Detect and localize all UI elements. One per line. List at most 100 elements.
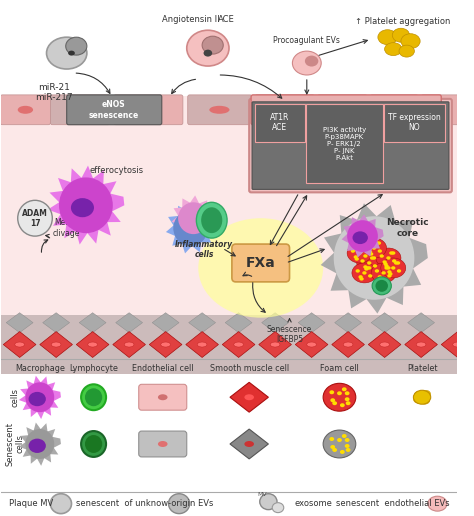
Ellipse shape — [28, 439, 46, 453]
Ellipse shape — [355, 257, 359, 261]
Ellipse shape — [332, 401, 337, 405]
Text: Endothelial cell: Endothelial cell — [132, 364, 193, 374]
Ellipse shape — [245, 441, 254, 447]
Ellipse shape — [345, 391, 349, 395]
Polygon shape — [295, 332, 328, 358]
Ellipse shape — [413, 395, 423, 403]
Text: MV: MV — [258, 492, 267, 497]
Ellipse shape — [168, 494, 190, 513]
Ellipse shape — [383, 260, 387, 264]
Ellipse shape — [372, 246, 376, 250]
FancyBboxPatch shape — [139, 384, 187, 410]
Ellipse shape — [335, 106, 350, 114]
Text: Senescent
cells: Senescent cells — [5, 422, 25, 466]
FancyBboxPatch shape — [255, 95, 314, 125]
Ellipse shape — [334, 216, 414, 300]
Polygon shape — [230, 429, 268, 459]
Ellipse shape — [380, 254, 384, 258]
Ellipse shape — [354, 255, 358, 259]
Text: TF expression
NO: TF expression NO — [388, 113, 441, 133]
Ellipse shape — [260, 494, 277, 510]
Ellipse shape — [362, 271, 366, 275]
Ellipse shape — [26, 382, 54, 412]
Ellipse shape — [81, 384, 106, 410]
Ellipse shape — [380, 342, 390, 347]
Ellipse shape — [330, 445, 335, 449]
Ellipse shape — [203, 50, 212, 57]
Polygon shape — [3, 332, 36, 358]
Ellipse shape — [388, 272, 392, 276]
FancyBboxPatch shape — [252, 102, 449, 189]
Ellipse shape — [85, 435, 102, 453]
Ellipse shape — [340, 403, 345, 407]
Ellipse shape — [375, 269, 379, 272]
Ellipse shape — [396, 261, 400, 265]
FancyBboxPatch shape — [370, 95, 418, 125]
Ellipse shape — [234, 342, 244, 347]
Ellipse shape — [372, 256, 376, 260]
Ellipse shape — [416, 342, 426, 347]
Text: Foam cell: Foam cell — [320, 364, 359, 374]
Ellipse shape — [359, 277, 364, 281]
Ellipse shape — [378, 30, 397, 45]
Ellipse shape — [362, 238, 386, 258]
Ellipse shape — [158, 394, 167, 400]
Polygon shape — [79, 313, 106, 333]
Ellipse shape — [342, 388, 346, 391]
Polygon shape — [186, 332, 219, 358]
Ellipse shape — [178, 202, 209, 234]
FancyBboxPatch shape — [1, 96, 456, 340]
Text: PI3K activity
P-p38MAPK
P- ERK1/2
P- JNK
P-Akt: PI3K activity P-p38MAPK P- ERK1/2 P- JNK… — [323, 126, 366, 160]
Ellipse shape — [367, 261, 372, 265]
Ellipse shape — [305, 56, 319, 67]
Ellipse shape — [137, 106, 159, 114]
Polygon shape — [40, 332, 73, 358]
Ellipse shape — [399, 45, 414, 57]
Ellipse shape — [26, 429, 54, 459]
Ellipse shape — [414, 391, 424, 399]
Ellipse shape — [210, 106, 229, 114]
FancyBboxPatch shape — [114, 95, 183, 125]
Ellipse shape — [346, 401, 350, 405]
Ellipse shape — [347, 243, 372, 263]
Ellipse shape — [376, 248, 401, 268]
Ellipse shape — [198, 218, 323, 318]
Polygon shape — [149, 332, 182, 358]
Ellipse shape — [173, 210, 208, 246]
Ellipse shape — [50, 494, 72, 513]
Text: ADAM
17: ADAM 17 — [22, 208, 48, 228]
Ellipse shape — [357, 251, 362, 255]
Text: Macrophage: Macrophage — [15, 364, 65, 374]
Text: ↑ Platelet aggregation: ↑ Platelet aggregation — [355, 18, 451, 26]
Polygon shape — [335, 313, 362, 333]
Polygon shape — [172, 196, 216, 240]
Ellipse shape — [386, 266, 391, 270]
Text: Smooth muscle cell: Smooth muscle cell — [210, 364, 289, 374]
FancyBboxPatch shape — [188, 95, 252, 125]
Ellipse shape — [382, 271, 386, 275]
FancyBboxPatch shape — [50, 95, 110, 125]
Polygon shape — [262, 313, 289, 333]
Ellipse shape — [384, 264, 389, 268]
FancyBboxPatch shape — [255, 104, 305, 141]
FancyBboxPatch shape — [67, 95, 162, 125]
Ellipse shape — [197, 342, 207, 347]
Polygon shape — [48, 166, 124, 245]
Ellipse shape — [360, 259, 365, 263]
Ellipse shape — [346, 448, 350, 452]
Text: senescent  endothelial EVs: senescent endothelial EVs — [336, 499, 449, 508]
Polygon shape — [189, 313, 216, 333]
Text: FXa: FXa — [246, 256, 275, 270]
Ellipse shape — [372, 277, 392, 295]
Ellipse shape — [275, 106, 294, 114]
Ellipse shape — [196, 202, 227, 238]
Text: Plaque MV: Plaque MV — [9, 499, 53, 508]
Text: cells: cells — [10, 388, 19, 407]
Ellipse shape — [389, 251, 393, 255]
Ellipse shape — [397, 269, 401, 272]
Ellipse shape — [323, 430, 356, 458]
Ellipse shape — [384, 266, 389, 270]
Polygon shape — [332, 332, 365, 358]
Text: Senescence
IGFBP5: Senescence IGFBP5 — [267, 325, 312, 344]
FancyBboxPatch shape — [318, 95, 367, 125]
